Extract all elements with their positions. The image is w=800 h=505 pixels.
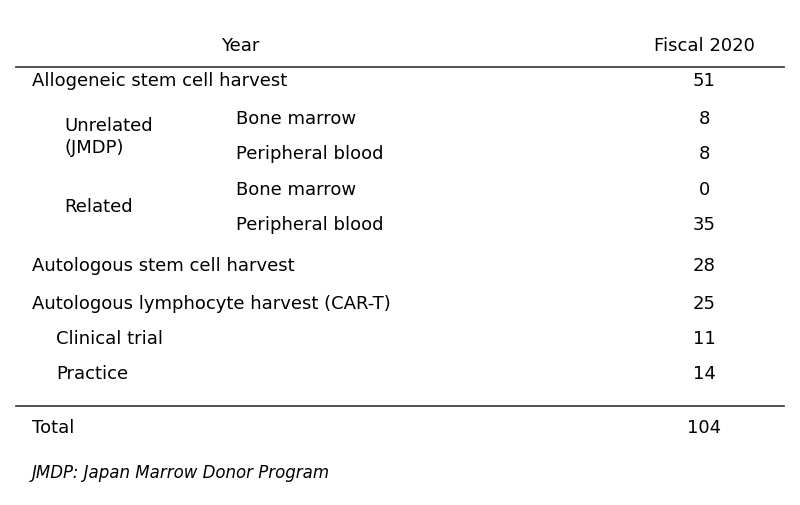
Text: Total: Total bbox=[32, 418, 74, 436]
Text: 25: 25 bbox=[693, 294, 715, 312]
Text: Fiscal 2020: Fiscal 2020 bbox=[654, 36, 754, 55]
Text: Clinical trial: Clinical trial bbox=[56, 329, 163, 347]
Text: 8: 8 bbox=[698, 145, 710, 163]
Text: Autologous stem cell harvest: Autologous stem cell harvest bbox=[32, 256, 294, 274]
Text: Autologous lymphocyte harvest (CAR-T): Autologous lymphocyte harvest (CAR-T) bbox=[32, 294, 390, 312]
Text: JMDP: Japan Marrow Donor Program: JMDP: Japan Marrow Donor Program bbox=[32, 463, 330, 481]
Text: 51: 51 bbox=[693, 72, 715, 90]
Text: Bone marrow: Bone marrow bbox=[236, 180, 356, 198]
Text: 28: 28 bbox=[693, 256, 715, 274]
Text: Related: Related bbox=[64, 198, 133, 216]
Text: Bone marrow: Bone marrow bbox=[236, 110, 356, 128]
Text: Peripheral blood: Peripheral blood bbox=[236, 216, 383, 234]
Text: 11: 11 bbox=[693, 329, 715, 347]
Text: 8: 8 bbox=[698, 110, 710, 128]
Text: Peripheral blood: Peripheral blood bbox=[236, 145, 383, 163]
Text: 0: 0 bbox=[698, 180, 710, 198]
Text: Year: Year bbox=[221, 36, 259, 55]
Text: Allogeneic stem cell harvest: Allogeneic stem cell harvest bbox=[32, 72, 287, 90]
Text: 14: 14 bbox=[693, 365, 715, 383]
Text: 35: 35 bbox=[693, 216, 715, 234]
Text: Unrelated
(JMDP): Unrelated (JMDP) bbox=[64, 116, 153, 157]
Text: Practice: Practice bbox=[56, 365, 128, 383]
Text: 104: 104 bbox=[687, 418, 721, 436]
